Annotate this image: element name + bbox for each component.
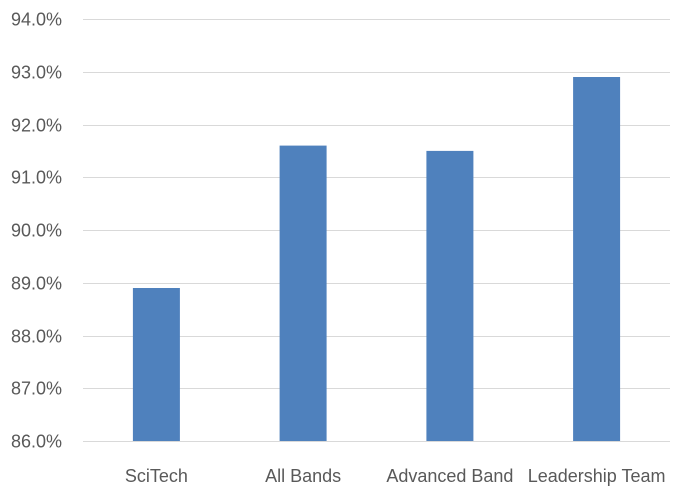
- y-tick-label: 90.0%: [11, 221, 62, 241]
- bar-scitech: [132, 288, 180, 441]
- bar-advanced-band: [426, 150, 474, 441]
- y-tick-label: 93.0%: [11, 63, 62, 83]
- x-category-label: Advanced Band: [386, 466, 513, 486]
- y-tick-label: 88.0%: [11, 327, 62, 347]
- y-tick-label: 91.0%: [11, 168, 62, 188]
- x-category-label: Leadership Team: [528, 466, 666, 486]
- bars: [132, 77, 621, 441]
- y-tick-label: 89.0%: [11, 274, 62, 294]
- y-tick-label: 92.0%: [11, 116, 62, 136]
- y-tick-label: 87.0%: [11, 379, 62, 399]
- x-category-label: All Bands: [265, 466, 341, 486]
- y-axis-tick-labels: 86.0% 87.0% 88.0% 89.0% 90.0% 91.0% 92.0% 93.0%…: [11, 10, 62, 452]
- bar-leadership-team: [573, 77, 621, 441]
- y-tick-label: 94.0%: [11, 10, 62, 30]
- gridlines: [83, 19, 670, 442]
- y-tick-label: 86.0%: [11, 432, 62, 452]
- x-axis-category-labels: SciTech All Bands Advanced Band Leadership …: [125, 466, 666, 486]
- x-category-label: SciTech: [125, 466, 188, 486]
- bar-all-bands: [279, 145, 327, 441]
